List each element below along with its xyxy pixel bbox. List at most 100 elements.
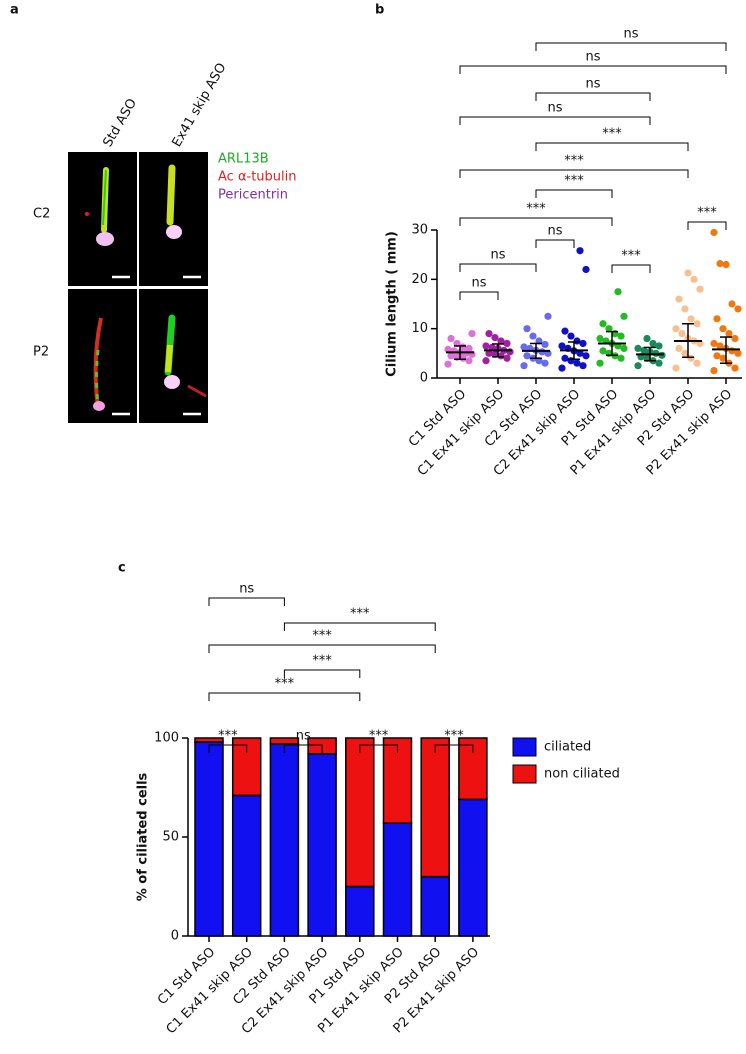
legend-swatch [512,764,537,784]
stain-legend: Pericentrin [218,188,288,203]
significance-bracket [208,692,361,701]
y-tick-label: 100 [154,731,179,746]
data-point [731,364,739,372]
data-point [693,320,701,328]
significance-label: *** [312,629,332,644]
data-point [655,342,663,350]
data-point [520,362,528,370]
data-point [634,344,642,352]
significance-label: ns [490,248,505,263]
significance-label: ns [547,101,562,116]
bar-segment [269,737,300,745]
data-point [482,357,490,365]
significance-label: *** [697,206,717,221]
significance-bracket [208,644,436,653]
y-tick-label: 0 [171,929,179,944]
significance-label: *** [218,729,238,744]
data-point [728,300,736,308]
significance-label: *** [444,729,464,744]
data-point [447,334,455,343]
data-point [687,354,695,362]
data-point [614,288,622,296]
data-point [544,312,552,320]
data-point [497,352,505,360]
significance-label: ns [471,276,486,291]
data-point [444,345,452,353]
data-point [617,332,625,340]
column-label: Ex41 skip ASO [170,61,230,150]
data-point [649,339,657,348]
bar-segment [194,741,224,937]
data-point [696,285,704,293]
data-point [520,343,528,351]
data-point [617,354,625,362]
legend-label: non ciliated [544,767,620,782]
data-point [468,330,476,338]
y-tick-label: 30 [411,223,428,238]
data-point [523,325,531,333]
significance-label: *** [564,174,584,189]
data-point [713,352,721,360]
bar-segment [307,753,337,937]
data-point [450,347,458,355]
data-point [710,367,718,375]
significance-bracket [611,264,651,273]
bar-segment [382,822,413,937]
data-point [596,359,604,367]
y-tick-label: 50 [162,830,179,845]
data-point [558,364,566,372]
data-point [488,343,496,352]
bar-segment [345,737,375,888]
data-point [640,346,648,354]
significance-label: ns [585,50,600,65]
data-point [672,364,680,372]
data-point [579,362,587,370]
data-point [643,334,651,343]
significance-bracket [359,744,398,753]
data-point [675,295,683,303]
significance-label: *** [312,654,332,669]
data-point [561,354,569,362]
data-point [687,315,695,323]
significance-bracket [283,669,361,678]
data-point [620,312,628,320]
stain-legend: ARL13B [218,152,269,167]
y-axis-title: Cilium length ( mm) [385,231,400,377]
data-point [503,339,511,348]
y-tick-label: 0 [420,371,428,386]
data-point [693,359,701,367]
data-point [716,342,724,350]
data-point [485,349,493,357]
data-point [713,315,721,323]
data-point [681,349,689,357]
significance-label: *** [369,729,389,744]
significance-label: *** [564,154,584,169]
bar-segment [231,794,262,937]
data-point [599,320,607,328]
row-label: C2 [33,207,50,222]
data-point [529,332,537,340]
significance-bracket [535,92,651,101]
significance-bracket [459,263,537,272]
data-point [675,344,683,352]
data-point [482,342,490,350]
significance-label: *** [621,249,641,264]
legend-swatch [512,737,537,757]
data-point [599,347,607,355]
stain-legend: Ac α-tubulin [218,170,297,185]
data-point [582,265,590,274]
data-point [523,352,531,360]
significance-bracket [459,291,499,300]
significance-bracket [459,217,613,226]
data-point [444,360,452,368]
significance-label: *** [350,607,370,622]
data-point [681,305,689,313]
data-point [710,228,718,237]
bar-segment [458,798,488,937]
significance-label: *** [275,677,295,692]
bar-segment [194,737,224,743]
data-point [582,352,590,360]
significance-label: ns [547,224,562,239]
significance-label: ns [239,582,254,597]
y-axis-title: % of ciliated cells [136,772,151,901]
